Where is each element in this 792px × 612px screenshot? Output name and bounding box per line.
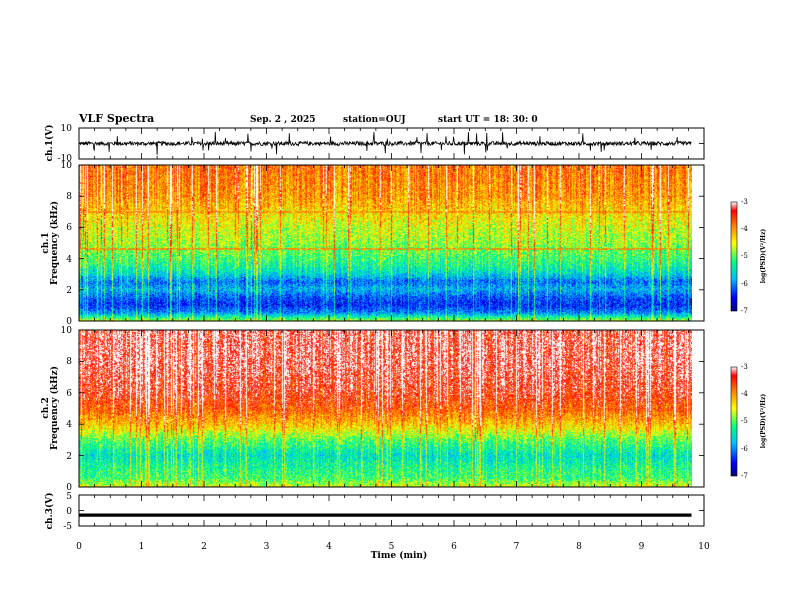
ch3-ytick-top: 5	[66, 492, 72, 502]
ch3-waveform-ylabel: ch.3(V)	[44, 493, 55, 530]
x-axis-label: Time (min)	[371, 550, 428, 561]
ch2-spec-ytick-8: 8	[66, 357, 72, 367]
x-tick-label-6: 6	[451, 542, 457, 552]
x-axis-tick-labels: 0 1 2 3 4 5 6 7 8 9 10	[76, 542, 710, 552]
ch2-spec-ytick-6: 6	[66, 389, 72, 399]
ch1-cbar-tick-m4: -4	[741, 225, 748, 233]
ch1-spectrogram-panel: 0 2 4 6 8 10 ch.1 Frequency (kHz) -3 -4 …	[41, 161, 767, 327]
ch1-cbar-tick-m5: -5	[741, 252, 748, 260]
figure-title: VLF Spectra	[78, 112, 154, 125]
ch3-ytick-bottom: -5	[63, 522, 72, 532]
x-tick-label-0: 0	[76, 542, 82, 552]
ch2-spectrogram-panel: 0 2 4 6 8 10 ch.2 Frequency (kHz) -3 -4 …	[41, 326, 767, 493]
ch1-cbar-tick-m6: -6	[741, 280, 748, 288]
ch1-spec-ytick-8: 8	[66, 192, 72, 202]
ch2-spectrogram-image	[79, 330, 692, 487]
ch1-spectrogram-ticks	[78, 164, 705, 322]
date-label: Sep. 2 , 2025	[250, 115, 316, 125]
ch2-cbar-tick-m5: -5	[741, 417, 748, 425]
x-tick-label-9: 9	[639, 542, 645, 552]
x-tick-label-3: 3	[264, 542, 270, 552]
ch1-spec-ytick-0: 0	[66, 317, 72, 327]
ch1-waveform-panel: 10 -10 ch.1(V)	[44, 124, 705, 164]
ch2-cbar-tick-m4: -4	[741, 390, 748, 398]
ch2-colorbar	[730, 366, 738, 477]
ch1-colorbar	[730, 201, 738, 312]
ch3-waveform-panel: 5 0 -5 ch.3(V)	[44, 492, 705, 532]
ch2-spec-ylabel-channel: ch.2	[41, 397, 51, 418]
ch3-ytick-mid: 0	[66, 507, 72, 517]
ch2-spec-ytick-10: 10	[61, 326, 73, 336]
x-tick-label-2: 2	[201, 542, 207, 552]
ch2-spec-ytick-2: 2	[66, 452, 72, 462]
ch2-spec-ytick-4: 4	[66, 420, 72, 430]
x-tick-label-10: 10	[698, 542, 710, 552]
ch2-cbar-tick-m7: -7	[741, 472, 748, 480]
ch1-colorbar-label: log(PSD)(V²/Hz)	[760, 229, 767, 284]
ch1-spec-ytick-10: 10	[61, 161, 73, 171]
station-label: station=OUJ	[343, 115, 406, 125]
ch1-cbar-tick-m7: -7	[741, 307, 748, 315]
ch2-cbar-tick-m3: -3	[741, 363, 748, 371]
ch1-ytick-bottom: -10	[58, 154, 73, 164]
ch1-ytick-top: 10	[61, 124, 73, 134]
x-tick-label-1: 1	[139, 542, 145, 552]
ch1-spectrogram-image	[79, 165, 692, 321]
x-tick-label-4: 4	[326, 542, 332, 552]
x-tick-label-5: 5	[389, 542, 395, 552]
ch2-spec-ylabel-frequency: Frequency (kHz)	[49, 366, 60, 450]
ch3-waveform-ticks	[78, 494, 705, 527]
ch2-colorbar-label: log(PSD)(V²/Hz)	[760, 394, 767, 449]
x-tick-label-7: 7	[514, 542, 520, 552]
ch1-spec-ylabel-channel: ch.1	[41, 232, 51, 253]
ch1-spec-ytick-6: 6	[66, 223, 72, 233]
x-tick-label-8: 8	[576, 542, 582, 552]
ch1-waveform-ticks	[78, 127, 705, 160]
ch2-spec-ytick-0: 0	[66, 483, 72, 493]
start-ut-label: start UT = 18: 30: 0	[438, 115, 538, 125]
ch1-spec-ytick-4: 4	[66, 255, 72, 265]
ch2-spectrogram-ticks	[78, 329, 705, 488]
ch1-spec-ylabel-frequency: Frequency (kHz)	[49, 201, 60, 285]
ch1-cbar-tick-m3: -3	[741, 198, 748, 206]
ch1-spec-ytick-2: 2	[66, 286, 72, 296]
ch1-waveform-trace	[78, 131, 692, 156]
ch2-cbar-tick-m6: -6	[741, 445, 748, 453]
ch1-waveform-ylabel: ch.1(V)	[44, 125, 55, 162]
